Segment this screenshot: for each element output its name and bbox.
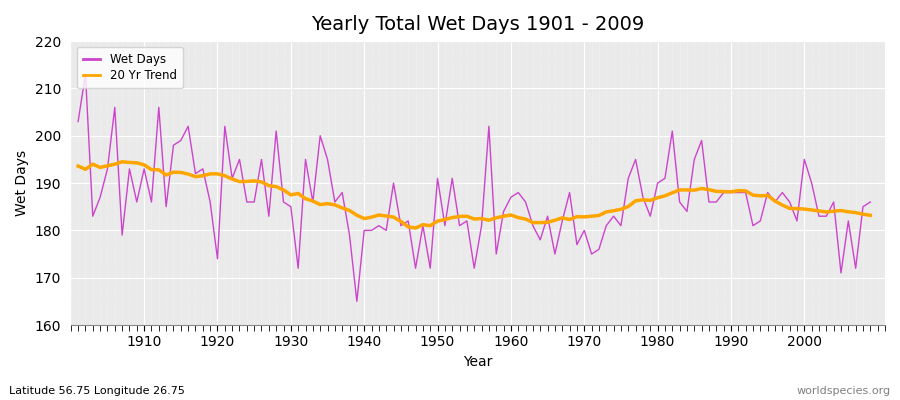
20 Yr Trend xyxy=(410,226,421,230)
20 Yr Trend xyxy=(139,162,149,167)
Wet Days xyxy=(300,157,310,162)
Text: worldspecies.org: worldspecies.org xyxy=(796,386,891,396)
20 Yr Trend xyxy=(520,217,531,222)
20 Yr Trend xyxy=(344,208,355,213)
Text: Latitude 56.75 Longitude 26.75: Latitude 56.75 Longitude 26.75 xyxy=(9,386,184,396)
Wet Days xyxy=(352,299,363,304)
20 Yr Trend xyxy=(865,213,876,218)
X-axis label: Year: Year xyxy=(464,355,492,369)
Wet Days xyxy=(865,200,876,204)
Line: 20 Yr Trend: 20 Yr Trend xyxy=(78,162,870,228)
Legend: Wet Days, 20 Yr Trend: Wet Days, 20 Yr Trend xyxy=(76,47,183,88)
Wet Days xyxy=(513,190,524,195)
Wet Days xyxy=(608,214,619,218)
Y-axis label: Wet Days: Wet Days xyxy=(15,150,29,216)
Wet Days xyxy=(344,233,355,238)
20 Yr Trend xyxy=(117,159,128,164)
20 Yr Trend xyxy=(73,164,84,168)
Line: Wet Days: Wet Days xyxy=(78,74,870,301)
Wet Days xyxy=(73,119,84,124)
Wet Days xyxy=(520,200,531,204)
Wet Days xyxy=(80,72,91,77)
20 Yr Trend xyxy=(608,208,619,213)
Title: Yearly Total Wet Days 1901 - 2009: Yearly Total Wet Days 1901 - 2009 xyxy=(311,15,644,34)
Wet Days xyxy=(139,166,149,171)
20 Yr Trend xyxy=(300,196,310,201)
20 Yr Trend xyxy=(513,215,524,220)
